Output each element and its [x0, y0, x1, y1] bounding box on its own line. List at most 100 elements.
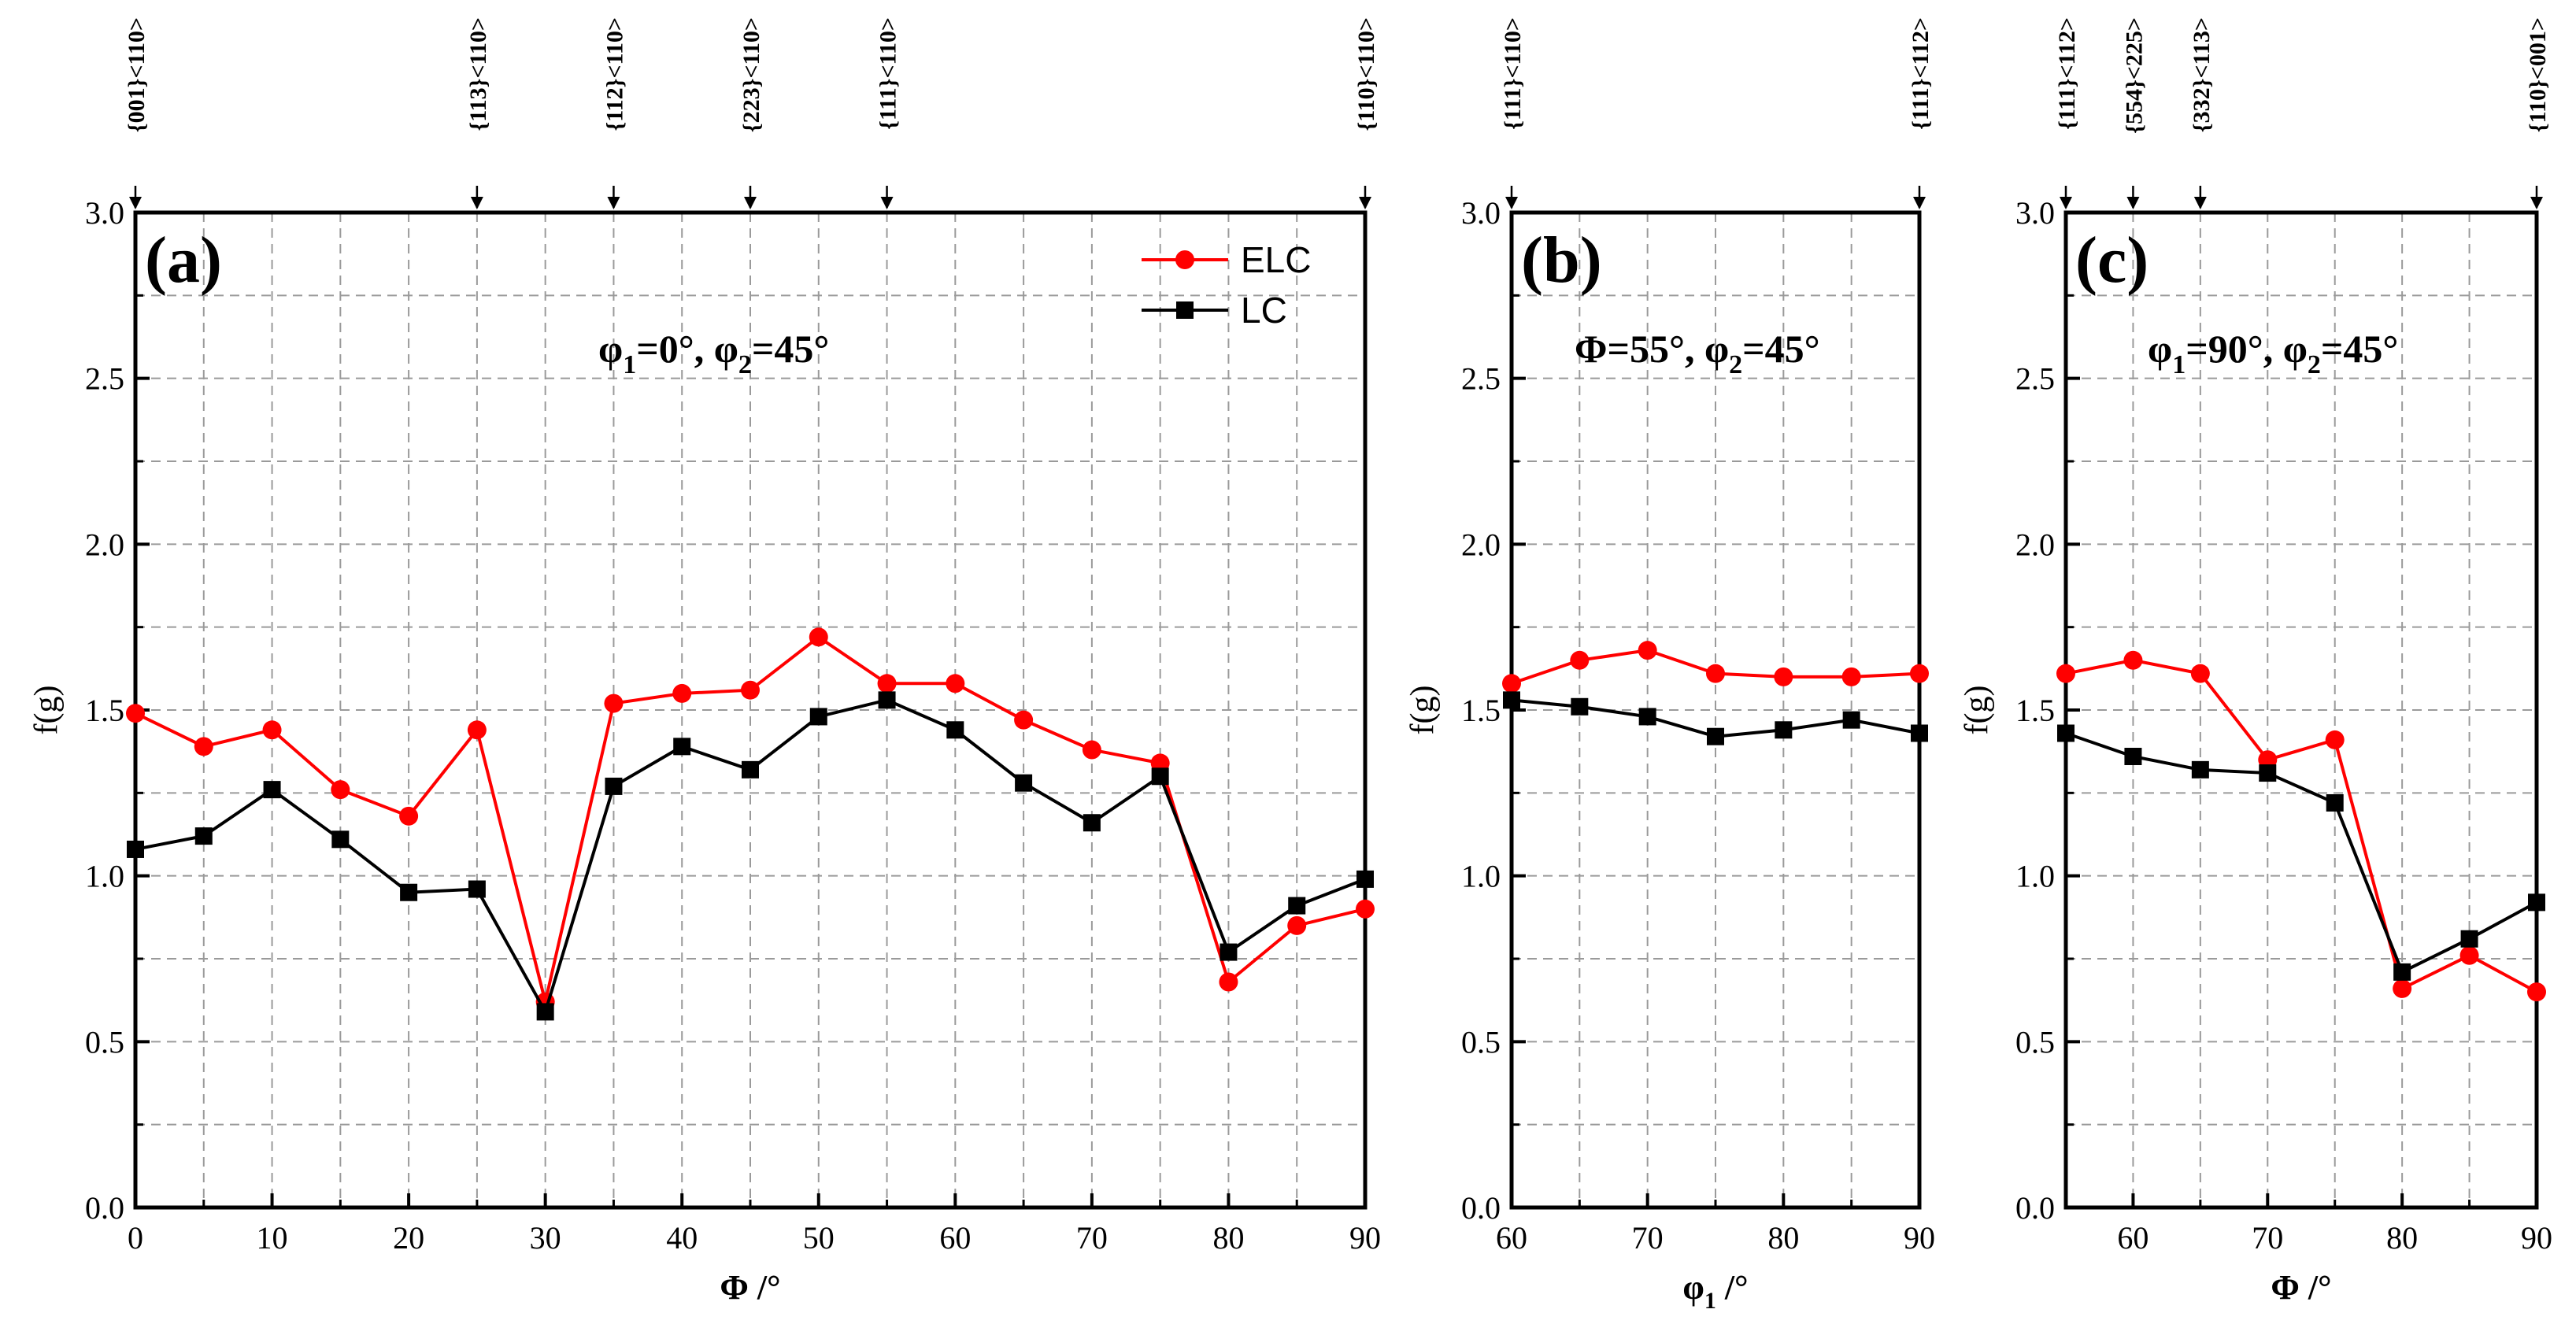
legend: ELC LC [1142, 239, 1311, 331]
marker-label: {111}<110> [875, 17, 901, 130]
grid-c [2066, 213, 2537, 1208]
marker-arrow-head [744, 197, 757, 209]
data-point [1841, 667, 1861, 686]
data-point [262, 720, 282, 740]
data-point [331, 830, 350, 849]
data-point [1083, 814, 1101, 832]
data-point [194, 827, 213, 845]
x-axis-label: φ1 /° [1682, 1268, 1748, 1314]
marker-arrow-head [1913, 197, 1926, 209]
series-elc-b [1502, 641, 1929, 693]
marker-label: {332}<113> [2189, 17, 2215, 132]
data-point [2123, 650, 2143, 670]
y-axis-label: f(g) [28, 686, 65, 735]
legend-label-elc: ELC [1241, 239, 1311, 280]
data-point [1571, 697, 1589, 716]
data-point [467, 720, 487, 740]
texture-marker: {113}<110> [465, 17, 491, 209]
series-elc-c [2056, 650, 2546, 1002]
y-tick-label: 2.0 [2015, 527, 2055, 562]
data-point [2056, 664, 2075, 683]
y-tick-label: 1.0 [1461, 859, 1501, 894]
data-point [878, 691, 896, 709]
annotation-b: Φ=55°, φ2=45° [1575, 327, 1820, 379]
panel-label-b: (b) [1521, 224, 1602, 297]
data-point [672, 683, 692, 703]
legend-marker-lc [1176, 301, 1194, 319]
y-tick-label: 0.0 [85, 1190, 124, 1226]
series-lc-a [127, 691, 1374, 1021]
x-axis-label: Φ /° [720, 1268, 780, 1307]
marker-label: {112}<110> [601, 17, 627, 131]
y-tick-label: 2.5 [1461, 361, 1501, 397]
marker-arrow-head [880, 197, 894, 209]
data-point [742, 760, 759, 778]
legend-label-lc: LC [1241, 290, 1287, 331]
marker-arrow-head [2530, 197, 2543, 209]
data-point [2325, 730, 2345, 749]
series-line [2065, 731, 2537, 975]
data-point [2057, 724, 2074, 742]
data-point [400, 883, 418, 901]
data-point [331, 780, 350, 800]
data-point [2459, 945, 2479, 965]
marker-label: {110}<001> [2525, 17, 2551, 132]
y-tick-label: 2.0 [85, 527, 124, 562]
data-point [1015, 774, 1033, 792]
x-tick-label: 0 [128, 1220, 143, 1256]
marker-label: {110}<110> [1353, 17, 1379, 131]
data-point [1503, 691, 1520, 709]
texture-marker: {111}<112> [2054, 17, 2080, 209]
texture-marker: {332}<113> [2189, 17, 2215, 209]
series-lc-c [2057, 724, 2545, 981]
data-point [1287, 915, 1307, 935]
data-point [1842, 711, 1860, 729]
data-point [1638, 641, 1657, 660]
series-line [2065, 658, 2537, 993]
data-point [1220, 943, 1238, 961]
y-axis-label: f(g) [1405, 686, 1441, 735]
legend-marker-elc [1175, 250, 1194, 269]
x-tick-label: 40 [666, 1220, 698, 1256]
marker-arrow-head [2193, 197, 2207, 209]
x-tick-label: 60 [939, 1220, 971, 1256]
y-tick-label: 0.5 [85, 1024, 124, 1060]
series-line [135, 698, 1366, 1016]
x-tick-label: 70 [2252, 1220, 2283, 1256]
panel-a: 0 10 20 30 40 50 60 70 80 90 0.0 0.5 1.0 1.5 2.0 2.5 3.0… [28, 17, 1381, 1307]
data-point [1638, 708, 1656, 726]
data-point [1774, 667, 1793, 686]
data-point [1082, 740, 1101, 760]
data-point [604, 693, 624, 713]
x-tick-label: 10 [257, 1220, 288, 1256]
x-tick-label: 80 [2386, 1220, 2418, 1256]
marker-arrow-head [470, 197, 483, 209]
data-point [673, 738, 691, 756]
data-point [194, 737, 213, 756]
texture-marker: {110}<110> [1353, 17, 1379, 209]
data-point [126, 704, 145, 723]
series-elc-a [126, 627, 1375, 1011]
x-tick-label: 20 [393, 1220, 424, 1256]
x-tick-label: 70 [1076, 1220, 1108, 1256]
y-tick-label: 3.0 [2015, 195, 2055, 231]
texture-marker: {111}<110> [875, 17, 901, 209]
marker-label: {113}<110> [465, 17, 491, 131]
y-axis-label: f(g) [1959, 686, 1995, 735]
data-point [1356, 870, 1374, 888]
y-tick-label: 2.5 [2015, 361, 2055, 397]
data-point [399, 806, 419, 826]
data-point [1356, 899, 1375, 919]
marker-arrow-head [607, 197, 620, 209]
y-tick-label: 1.5 [1461, 693, 1501, 728]
panel-b: 60 70 80 90 0.0 0.5 1.0 1.5 2.0 2.5 3.0 f(g) φ1 /° (b… [1405, 17, 1935, 1314]
x-tick-label: 60 [2117, 1220, 2149, 1256]
data-point [877, 674, 897, 693]
data-point [1910, 664, 1929, 683]
y-tick-label: 1.5 [85, 693, 124, 728]
data-point [2191, 760, 2209, 778]
x-tick-label: 80 [1767, 1220, 1799, 1256]
data-point [946, 674, 965, 693]
x-tick-label: 90 [2521, 1220, 2552, 1256]
